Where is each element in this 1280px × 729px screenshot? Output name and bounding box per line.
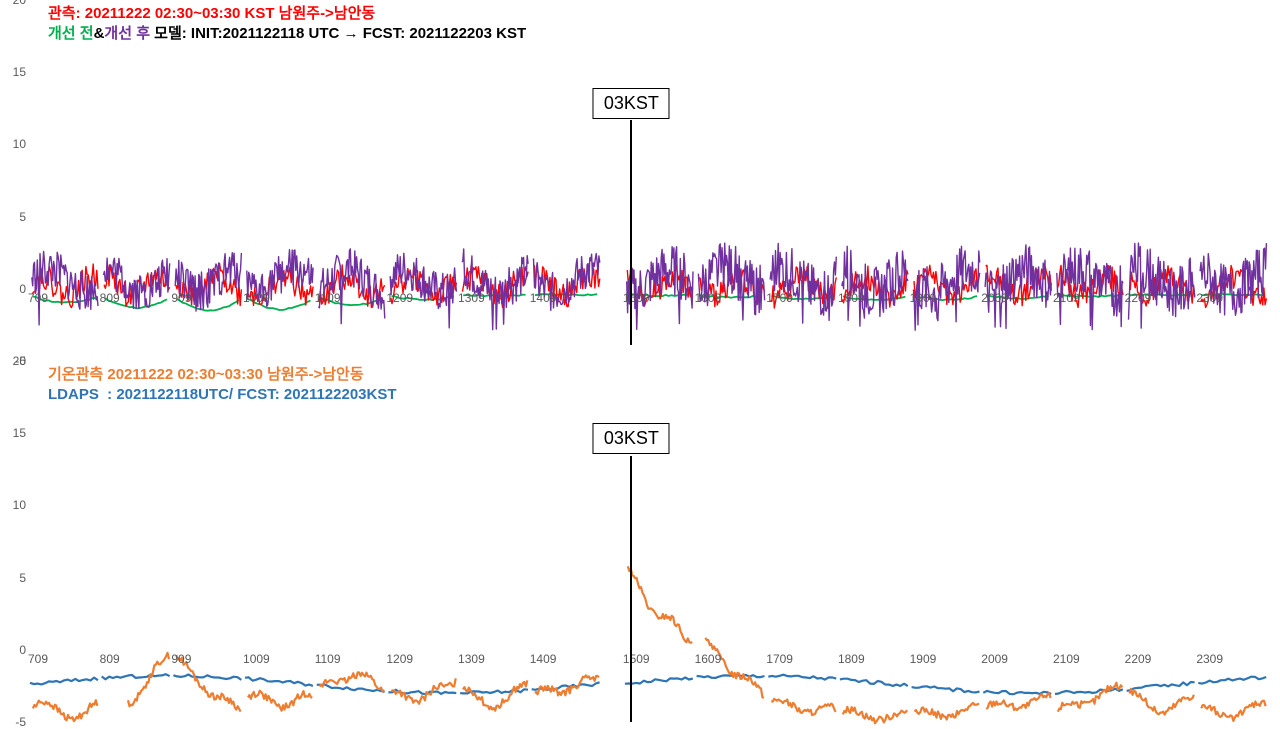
plot-area-top: 709 809 909 1009 1109 1209 1309 1409 1509 1609 170…	[30, 0, 1270, 361]
y-tick: 20	[13, 354, 26, 368]
x-tick: 1609	[695, 291, 722, 305]
x-tick: 2209	[1125, 652, 1152, 666]
y-tick: 10	[13, 137, 26, 151]
title-top: 관측: 20211222 02:30~03:30 KST 남원주->남안동개선 …	[48, 4, 526, 45]
x-tick: 709	[28, 291, 48, 305]
x-tick: 1109	[315, 291, 341, 305]
x-tick: 2009	[981, 652, 1008, 666]
x-tick: 1309	[458, 291, 485, 305]
series-svg-bottom	[30, 361, 1270, 722]
marker-label-bottom: 03KST	[604, 428, 659, 448]
marker-label-top: 03KST	[604, 93, 659, 113]
y-tick: 15	[13, 426, 26, 440]
x-tick: 1109	[315, 652, 341, 666]
x-tick: 1909	[910, 291, 937, 305]
x-tick: 2009	[981, 291, 1008, 305]
marker-line-bottom	[630, 456, 632, 722]
series-svg-top	[30, 0, 1270, 361]
x-tick: 1409	[530, 652, 557, 666]
x-tick: 2109	[1053, 291, 1080, 305]
y-tick: 10	[13, 498, 26, 512]
chart-panel-bottom: -505101520 70980990910091109120913091409…	[0, 361, 1280, 722]
x-tick: 1009	[243, 291, 270, 305]
series-temp-obs	[33, 566, 1266, 723]
y-tick: 15	[13, 65, 26, 79]
x-tick: 1909	[910, 652, 937, 666]
x-tick: 1709	[766, 291, 793, 305]
x-tick: 2309	[1196, 291, 1223, 305]
title-bottom: 기온관측 20211222 02:30~03:30 남원주->남안동LDAPS …	[48, 365, 397, 406]
x-tick: 809	[100, 652, 120, 666]
y-tick: 5	[19, 210, 26, 224]
x-tick: 909	[171, 291, 191, 305]
x-tick: 1709	[766, 652, 793, 666]
y-axis-bottom: -505101520	[0, 361, 30, 722]
y-tick: 0	[19, 282, 26, 296]
x-tick: 909	[171, 652, 191, 666]
y-tick: 20	[13, 0, 26, 7]
x-tick: 709	[28, 652, 48, 666]
x-tick: 2309	[1196, 652, 1223, 666]
x-tick: 2109	[1053, 652, 1080, 666]
x-tick: 1509	[623, 652, 650, 666]
y-axis-top: -505101520	[0, 0, 30, 361]
x-tick: 1609	[695, 652, 722, 666]
marker-line-top	[630, 120, 632, 345]
x-tick: 1209	[386, 291, 413, 305]
x-tick: 2209	[1125, 291, 1152, 305]
y-tick: 5	[19, 571, 26, 585]
x-tick: 1309	[458, 652, 485, 666]
marker-box-bottom: 03KST	[593, 423, 670, 454]
y-tick: -5	[15, 715, 26, 729]
x-tick: 1009	[243, 652, 270, 666]
x-tick: 1809	[838, 291, 865, 305]
y-tick: 0	[19, 643, 26, 657]
x-tick: 1509	[623, 291, 650, 305]
x-tick: 809	[100, 291, 120, 305]
chart-panel-top: -505101520 70980990910091109120913091409…	[0, 0, 1280, 361]
plot-area-bottom: 709 809 909 1009 1109 1209 1309 1409 1509 1609 170…	[30, 361, 1270, 722]
x-tick: 1209	[386, 652, 413, 666]
x-tick: 1409	[530, 291, 557, 305]
x-tick: 1809	[838, 652, 865, 666]
marker-box-top: 03KST	[593, 88, 670, 119]
series-ldaps	[30, 674, 1266, 694]
